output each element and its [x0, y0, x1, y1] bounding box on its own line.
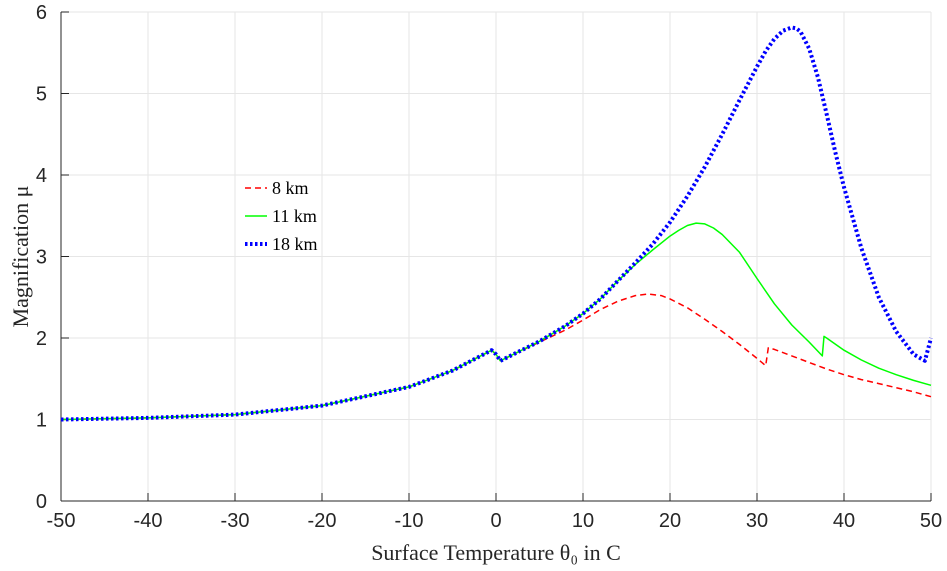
x-tick-label: 20 [659, 510, 681, 532]
y-tick-label: 4 [36, 165, 47, 187]
y-tick-label: 0 [36, 491, 47, 513]
x-tick-label: 10 [572, 510, 594, 532]
x-tick-label: 0 [490, 510, 501, 532]
legend-label: 18 km [272, 234, 318, 254]
y-tick-label: 3 [36, 247, 47, 269]
x-tick-label: -10 [395, 510, 424, 532]
grid-layer [60, 11, 932, 502]
x-axis-label: Surface Temperature θ₀ in C [371, 540, 621, 565]
legend-label: 8 km [272, 178, 309, 198]
x-tick-label: 30 [746, 510, 768, 532]
series-line-18-km [60, 25, 933, 422]
y-tick-label: 2 [36, 328, 47, 350]
x-tick-label: 50 [920, 510, 942, 532]
y-axis-label: Magnification μ [8, 186, 33, 328]
y-tick-label: 6 [36, 2, 47, 24]
legend-label: 11 km [272, 206, 317, 226]
x-tick-label: -50 [47, 510, 76, 532]
x-tick-label: -40 [134, 510, 163, 532]
y-tick-label: 5 [36, 84, 47, 106]
x-tick-label: -30 [221, 510, 250, 532]
legend: 8 km 11 km 18 km [245, 178, 318, 254]
series-layer [60, 25, 933, 422]
axes-layer: -50 -40 -30 -20 -10 0 10 20 30 40 50 0 1 2 3 4 5 6 [36, 2, 942, 532]
x-tick-label: 40 [833, 510, 855, 532]
y-tick-label: 1 [36, 410, 47, 432]
x-tick-label: -20 [308, 510, 337, 532]
